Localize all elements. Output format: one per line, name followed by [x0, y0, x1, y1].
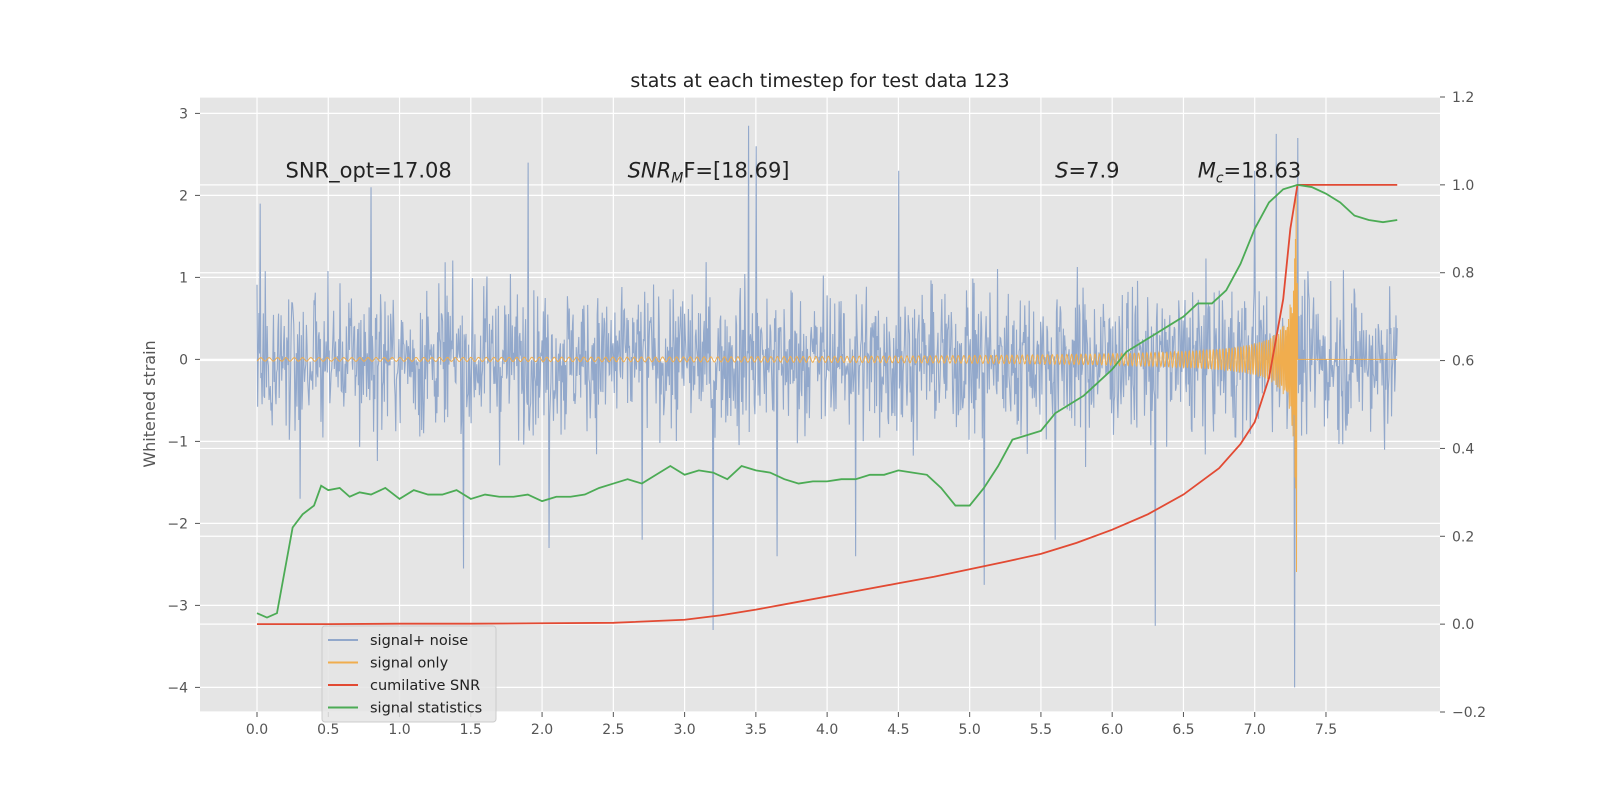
x-tick-label: 5.5	[1030, 722, 1052, 738]
annotation-mc: Mc=18.63	[1198, 158, 1302, 186]
y-axis-left: 3 2 1 0 −1 −2 −3 −4	[167, 106, 200, 696]
y2-tick-label: 0.8	[1452, 266, 1474, 282]
y-tick-label: −2	[167, 516, 188, 532]
y-tick-label: 2	[179, 188, 188, 204]
annotation-base: S	[1055, 158, 1068, 182]
x-tick-label: 7.5	[1315, 722, 1337, 738]
legend-label: signal+ noise	[370, 633, 468, 649]
x-tick-label: 3.5	[745, 722, 767, 738]
series-signal-only	[256, 193, 1398, 572]
chart-title: stats at each timestep for test data 123	[630, 70, 1009, 92]
annotation-rest: F=[18.69]	[683, 158, 789, 182]
x-tick-label: 6.5	[1172, 722, 1194, 738]
legend-label: cumilative SNR	[370, 678, 480, 694]
y-tick-label: 0	[179, 352, 188, 368]
y2-tick-label: 0.6	[1452, 354, 1474, 370]
x-tick-label: 6.0	[1101, 722, 1123, 738]
annotation-base: M	[1198, 158, 1216, 182]
annotation-base: SNR	[628, 158, 672, 182]
annotation-snr-mf: SNRMF=[18.69]	[628, 158, 790, 186]
series-signal-statistics	[256, 183, 1398, 619]
series-cumulative-snr	[257, 183, 1398, 626]
x-tick-label: 1.5	[460, 722, 482, 738]
annotations: SNR_opt=17.08 SNRMF=[18.69] S=7.9 Mc=18.63	[286, 158, 1302, 186]
y-tick-label: −1	[167, 434, 188, 450]
x-tick-label: 2.0	[531, 722, 553, 738]
legend-label: signal only	[370, 656, 449, 672]
x-tick-label: 0.5	[317, 722, 339, 738]
y-tick-label: 3	[179, 106, 188, 122]
x-tick-label: 0.0	[246, 722, 268, 738]
legend-label: signal statistics	[370, 701, 482, 717]
annotation-sub: c	[1216, 170, 1224, 186]
annotation-rest: =7.9	[1069, 158, 1120, 182]
y2-tick-label: −0.2	[1452, 705, 1486, 721]
x-tick-label: 7.0	[1244, 722, 1266, 738]
legend: signal+ noise signal only cumilative SNR si…	[321, 625, 497, 723]
x-tick-label: 1.0	[388, 722, 410, 738]
y-tick-label: 1	[179, 270, 188, 286]
y2-tick-label: 1.2	[1452, 90, 1474, 106]
legend-box	[321, 625, 497, 723]
x-tick-label: 5.0	[959, 722, 981, 738]
y-tick-label: −4	[167, 680, 188, 696]
plot-area	[200, 97, 1440, 712]
x-tick-label: 4.0	[816, 722, 838, 738]
y-tick-label: −3	[167, 598, 188, 614]
y2-tick-label: 0.0	[1452, 617, 1474, 633]
annotation-s-stat: S=7.9	[1055, 158, 1119, 182]
series-signal-noise	[256, 125, 1398, 688]
x-tick-label: 4.5	[887, 722, 909, 738]
x-tick-label: 2.5	[602, 722, 624, 738]
y-axis-title: Whitened strain	[140, 340, 159, 467]
y2-tick-label: 0.4	[1452, 441, 1474, 457]
x-axis: 0.0 0.5 1.0 1.5 2.0 2.5 3.0 3.5 4.0 4.5 5.0 5.5 6.0 6…	[246, 712, 1337, 738]
annotation-sub: M	[671, 170, 683, 186]
annotation-snr-opt: SNR_opt=17.08	[286, 158, 452, 183]
y2-tick-label: 1.0	[1452, 178, 1474, 194]
y2-tick-label: 0.2	[1452, 529, 1474, 545]
x-tick-label: 3.0	[673, 722, 695, 738]
y-axis-right: 1.2 1.0 0.8 0.6 0.4 0.2 0.0 −0.2	[1440, 90, 1486, 721]
annotation-rest: =18.63	[1224, 158, 1302, 182]
